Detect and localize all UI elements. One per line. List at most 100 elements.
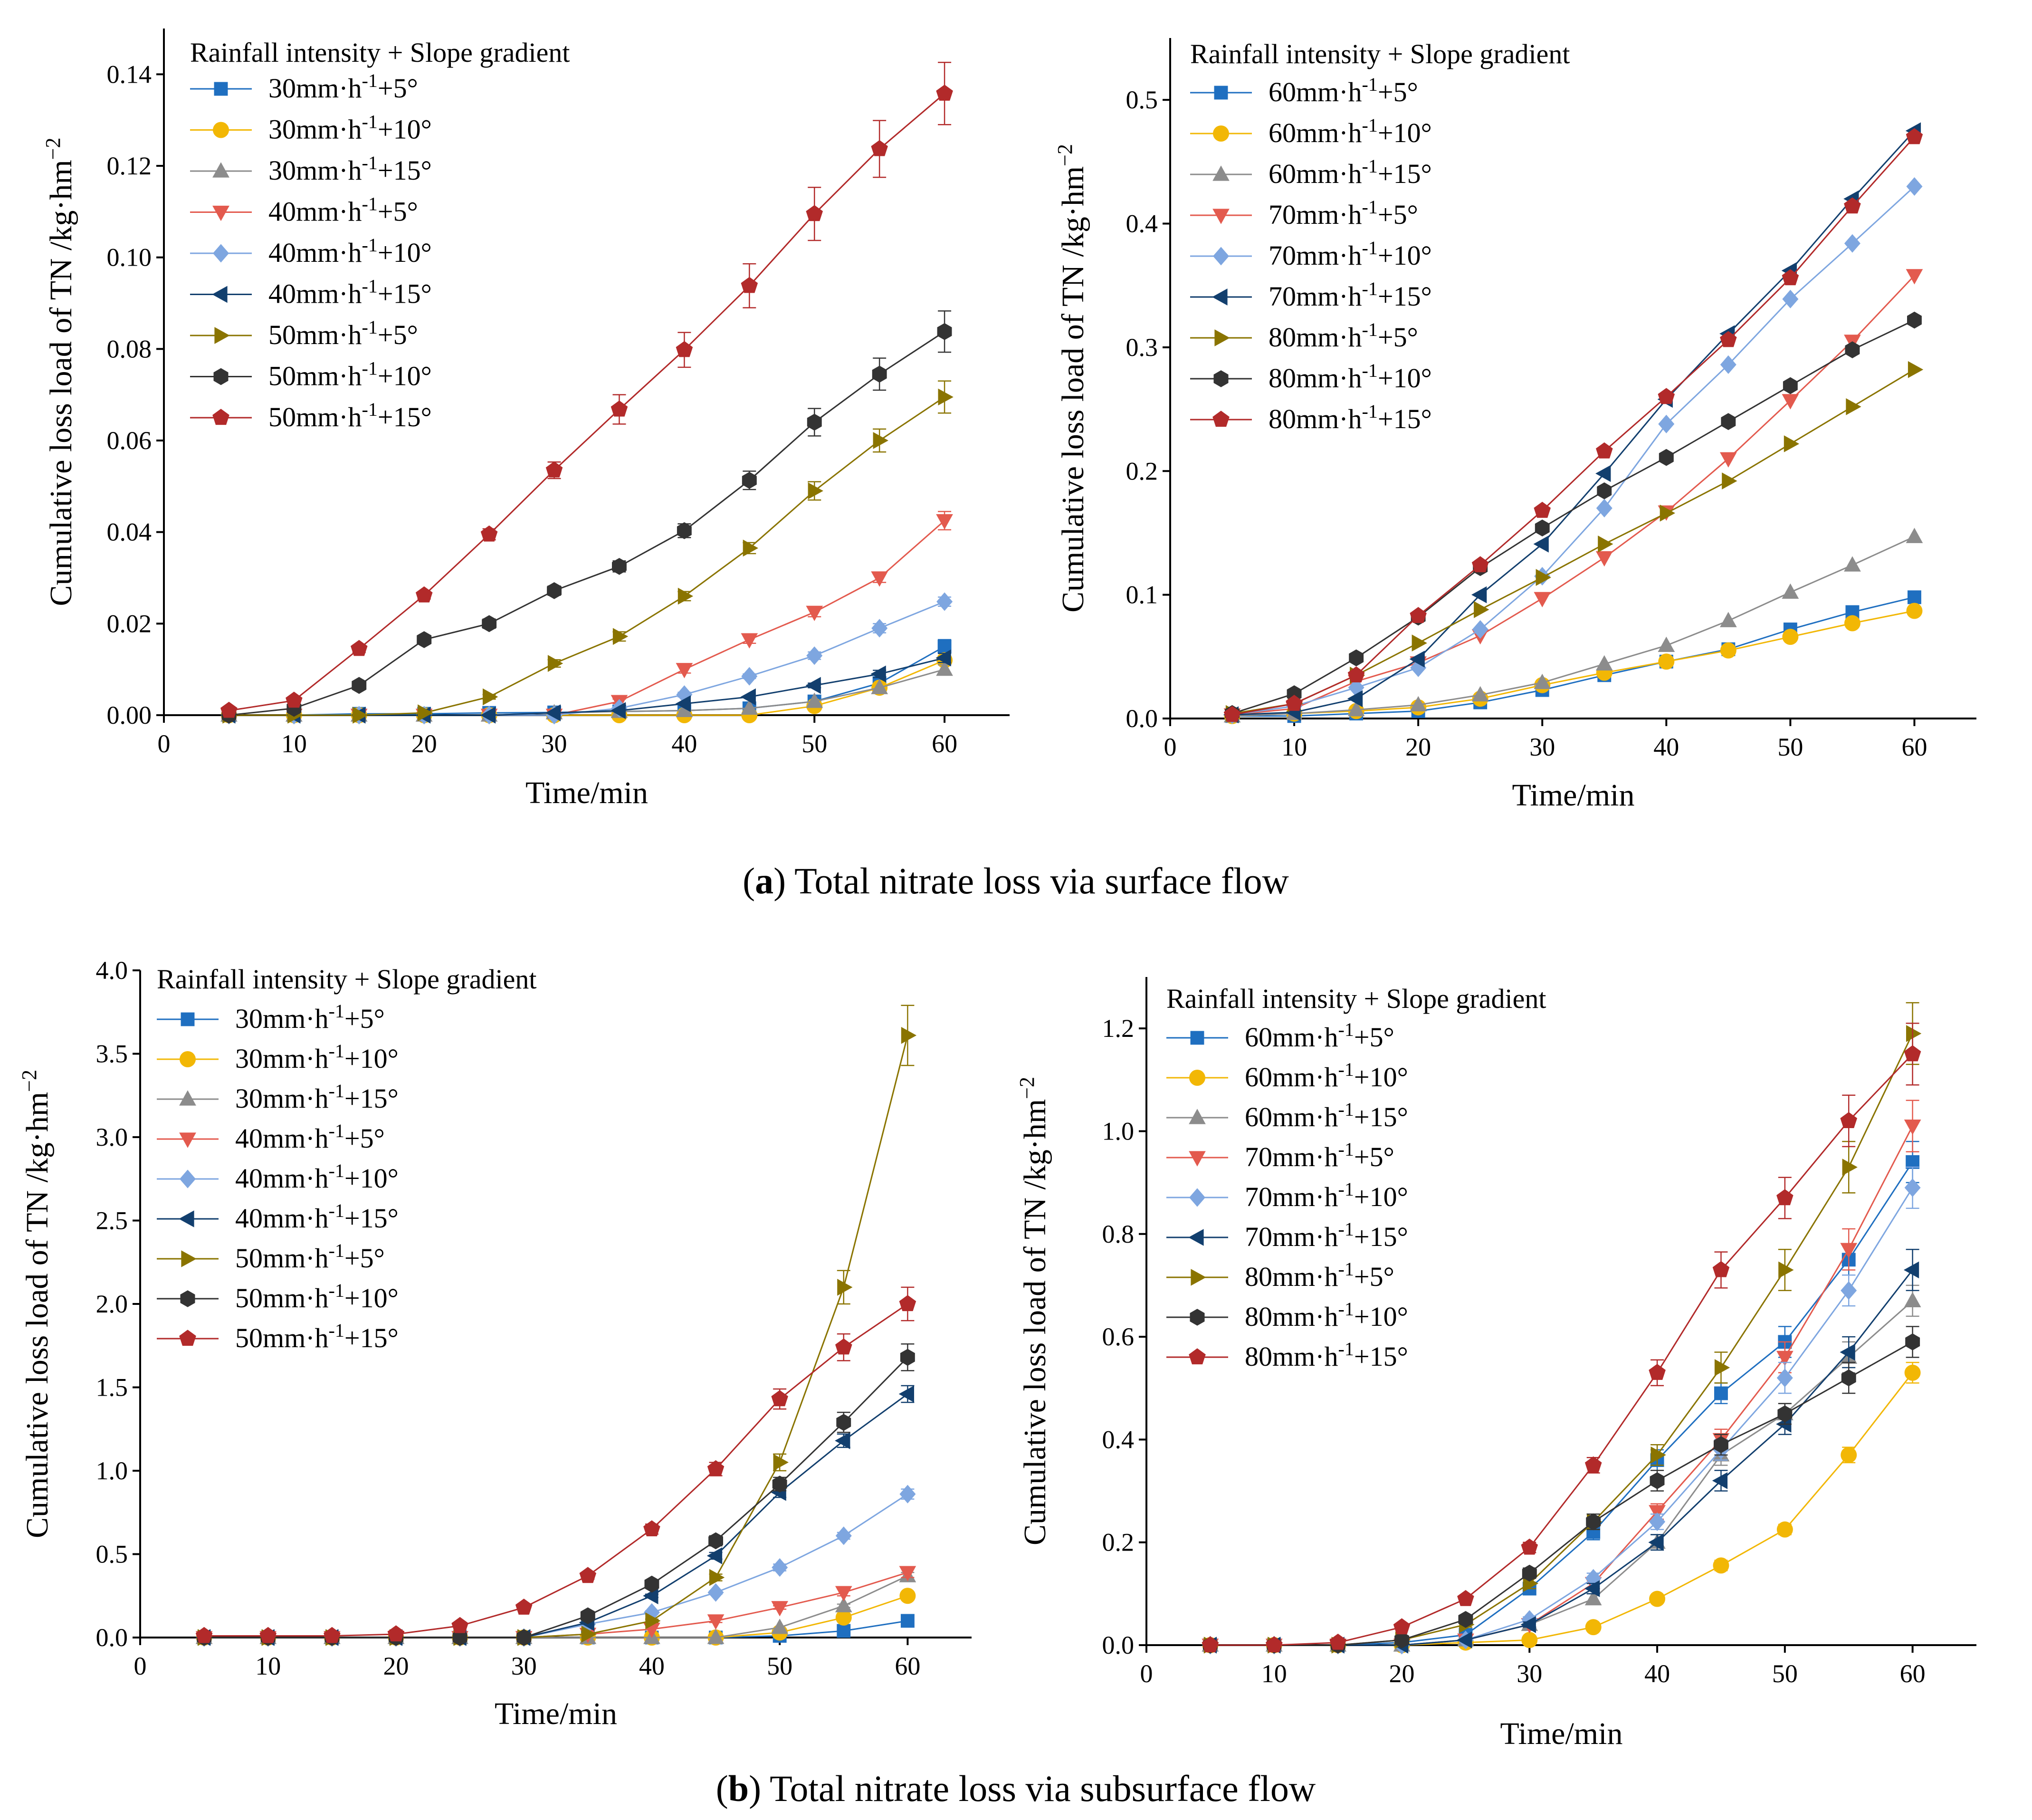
legend-marker	[1189, 1151, 1206, 1167]
legend-marker	[180, 1290, 195, 1307]
series-line	[229, 660, 945, 716]
data-point	[1846, 398, 1861, 415]
data-point	[1202, 1636, 1219, 1653]
legend-item: 70mm·h-1+15°	[1166, 1218, 1408, 1252]
legend-title: Rainfall intensity + Slope gradient	[1190, 38, 1570, 69]
series-line	[204, 1620, 908, 1638]
data-point	[772, 1558, 788, 1577]
x-tick-label: 30	[542, 729, 567, 758]
y-tick-label: 2.5	[96, 1207, 128, 1235]
x-tick-label: 0	[1164, 733, 1177, 761]
legend-title: Rainfall intensity + Slope gradient	[190, 37, 570, 68]
legend-label: 80mm·h-1+5°	[1245, 1258, 1394, 1292]
caption-b-text: Total nitrate loss via subsurface flow	[761, 1768, 1316, 1809]
series-line	[1232, 596, 1915, 717]
x-tick-label: 40	[639, 1652, 665, 1680]
data-point	[545, 704, 561, 721]
legend-item: 70mm·h-1+5°	[1166, 1139, 1394, 1172]
legend-item: 60mm·h-1+10°	[1166, 1059, 1408, 1092]
x-tick-label: 50	[801, 729, 827, 758]
x-tick-label: 60	[1900, 1659, 1926, 1688]
legend-marker	[1212, 209, 1230, 224]
data-point	[835, 1338, 852, 1355]
data-point	[352, 677, 367, 694]
data-point	[1349, 649, 1364, 667]
x-tick-label: 50	[1772, 1659, 1798, 1688]
data-point	[1597, 482, 1612, 499]
data-point	[220, 701, 238, 718]
data-point	[900, 1349, 915, 1366]
legend-label: 80mm·h-1+15°	[1245, 1338, 1408, 1372]
legend-marker	[1191, 1269, 1206, 1286]
data-point	[1534, 673, 1551, 690]
data-point	[1472, 620, 1488, 639]
data-point	[1348, 678, 1364, 697]
data-point	[806, 692, 823, 708]
data-point	[676, 701, 693, 717]
data-point	[480, 525, 498, 542]
data-point	[482, 615, 497, 632]
legend-label: 30mm·h-1+10°	[235, 1040, 399, 1074]
legend-item: 30mm·h-1+10°	[157, 1040, 399, 1074]
legend-label: 70mm·h-1+15°	[1269, 278, 1432, 312]
series-line	[1210, 1054, 1913, 1646]
data-point	[1782, 629, 1799, 645]
data-point	[1844, 556, 1861, 572]
y-tick-label: 0.5	[1126, 86, 1158, 114]
series-line	[229, 520, 945, 716]
legend-item: 30mm·h-1+5°	[157, 1000, 385, 1034]
data-point	[1329, 1633, 1346, 1650]
data-point	[643, 1587, 658, 1605]
legend-item: 60mm·h-1+15°	[1190, 155, 1432, 189]
x-tick-label: 30	[1517, 1659, 1542, 1688]
data-point	[898, 1385, 914, 1403]
y-tick-label: 0.6	[1102, 1322, 1135, 1351]
data-point	[579, 1567, 597, 1583]
legend-label: 50mm·h-1+10°	[268, 358, 432, 392]
data-point	[706, 1547, 723, 1564]
data-point	[387, 1625, 405, 1642]
data-point	[1841, 1446, 1857, 1463]
y-axis-label: Cumulative loss load of TN /kg·hm−2	[18, 1070, 55, 1538]
series-line	[204, 1493, 908, 1638]
data-point	[1712, 1472, 1728, 1489]
data-point	[644, 1575, 659, 1593]
data-point	[1596, 442, 1613, 459]
series-line	[204, 1575, 908, 1638]
y-tick-label: 4.0	[96, 956, 128, 985]
legend-item: 80mm·h-1+5°	[1166, 1258, 1394, 1292]
data-point	[1521, 1610, 1538, 1629]
series-3	[220, 511, 953, 724]
data-point	[1458, 1611, 1473, 1628]
legend-item: 50mm·h-1+15°	[157, 1320, 399, 1353]
data-point	[871, 679, 888, 694]
data-point	[324, 1627, 341, 1643]
y-tick-label: 0.2	[1126, 457, 1158, 485]
data-point	[1595, 551, 1613, 567]
x-tick-label: 60	[1901, 733, 1927, 761]
legend-label: 40mm·h-1+15°	[235, 1200, 399, 1234]
legend-marker	[213, 368, 229, 385]
data-point	[1844, 234, 1860, 253]
data-point	[1904, 1292, 1921, 1307]
data-point	[677, 587, 694, 605]
y-tick-label: 0.3	[1126, 333, 1158, 362]
legend-item: 70mm·h-1+10°	[1190, 237, 1432, 271]
data-point	[676, 341, 693, 357]
data-point	[1905, 1333, 1920, 1351]
data-point	[1347, 701, 1365, 717]
x-tick-label: 10	[1261, 1659, 1287, 1688]
legend-label: 50mm·h-1+10°	[235, 1280, 399, 1313]
legend-label: 60mm·h-1+15°	[1245, 1099, 1408, 1132]
data-point	[1782, 583, 1799, 599]
data-point	[1722, 472, 1737, 489]
y-tick-label: 0.2	[1102, 1528, 1135, 1557]
legend-item: 80mm·h-1+10°	[1166, 1298, 1408, 1332]
data-point	[836, 1414, 851, 1431]
legend-item: 60mm·h-1+10°	[1190, 115, 1432, 148]
legend-marker	[212, 205, 229, 221]
data-point	[936, 661, 953, 676]
legend-item: 60mm·h-1+15°	[1166, 1099, 1408, 1132]
legend-item: 50mm·h-1+10°	[190, 358, 432, 392]
y-tick-label: 0.0	[96, 1623, 128, 1652]
